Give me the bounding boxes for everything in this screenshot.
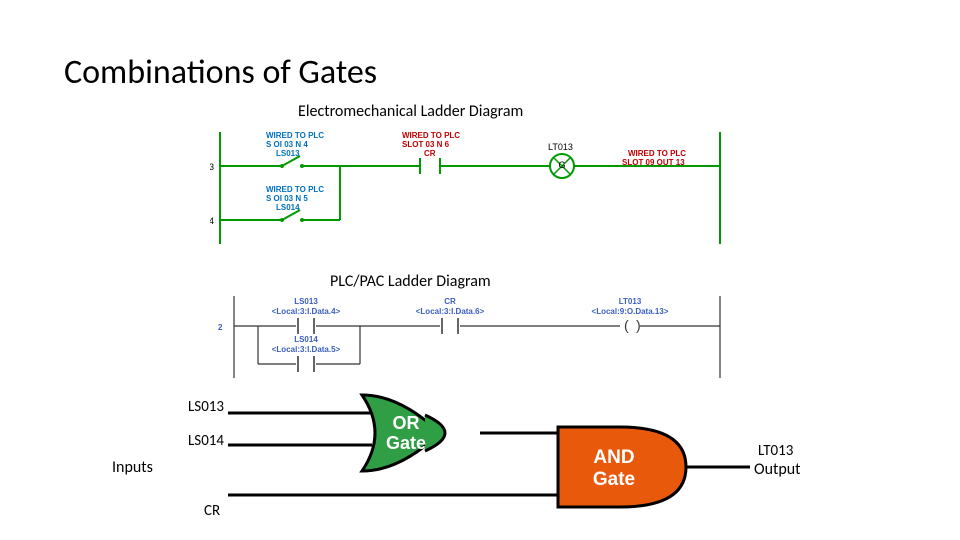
ls013-l3: LS013 bbox=[276, 149, 300, 158]
ls013-l2: S OI 03 N 4 bbox=[266, 140, 308, 149]
ls014-addr: <Local:3:I.Data.5> bbox=[272, 345, 341, 354]
ls013-addr: <Local:3:I.Data.4> bbox=[272, 307, 341, 316]
or-gate: OR Gate bbox=[362, 395, 478, 471]
num013: 013 bbox=[210, 162, 214, 172]
ls013-gate-label: LS013 bbox=[188, 398, 224, 416]
cr-l3: CR bbox=[424, 149, 436, 158]
ls014-tag: LS014 bbox=[294, 335, 318, 344]
ls014-l1: WIRED TO PLC bbox=[266, 185, 324, 194]
cr-addr: <Local:3:I.Data.6> bbox=[416, 307, 485, 316]
and-label2: Gate bbox=[593, 469, 635, 490]
or-label2: Gate bbox=[386, 433, 426, 453]
ls014-l2: S OI 03 N 5 bbox=[266, 194, 308, 203]
svg-text:): ) bbox=[636, 317, 641, 333]
or-label1: OR bbox=[393, 413, 420, 433]
page-title: Combinations of Gates bbox=[64, 52, 377, 93]
cr-l2: SLOT 03 N 6 bbox=[402, 140, 450, 149]
svg-text:G: G bbox=[558, 160, 565, 170]
cr-gate-label: CR bbox=[204, 502, 220, 520]
ladder2-subtitle: PLC/PAC Ladder Diagram bbox=[330, 272, 491, 291]
ls014-gate-label: LS014 bbox=[188, 432, 224, 450]
lt013-out-label: LT013 bbox=[758, 442, 793, 460]
and-gate: AND Gate bbox=[558, 427, 686, 507]
out-l1: WIRED TO PLC bbox=[628, 149, 686, 158]
and-label1: AND bbox=[593, 447, 634, 468]
num014: 014 bbox=[210, 216, 214, 226]
ls013-l1: WIRED TO PLC bbox=[266, 131, 324, 140]
lt013-addr: <Local:9:O.Data.13> bbox=[592, 307, 669, 316]
ladder1-subtitle: Electromechanical Ladder Diagram bbox=[298, 102, 523, 121]
ladder1-svg: WIRED TO PLC S OI 03 N 4 LS013 WIRED TO … bbox=[210, 128, 730, 248]
cr-l1: WIRED TO PLC bbox=[402, 131, 460, 140]
cr-tag: CR bbox=[444, 297, 456, 306]
ladder2-svg: 2 LS013 <Local:3:I.Data.4> LS014 <Local:… bbox=[210, 292, 730, 382]
out-l2: SLOT 09 OUT 13 bbox=[622, 158, 685, 167]
rung-num: 2 bbox=[218, 323, 223, 332]
ls014-l3: LS014 bbox=[276, 203, 300, 212]
svg-text:(: ( bbox=[624, 317, 629, 333]
inputs-label: Inputs bbox=[112, 458, 153, 477]
lt013-tag: LT013 bbox=[619, 297, 642, 306]
lt013-l: LT013 bbox=[548, 142, 573, 152]
ls013-tag: LS013 bbox=[294, 297, 318, 306]
output-label: Output bbox=[754, 460, 801, 479]
